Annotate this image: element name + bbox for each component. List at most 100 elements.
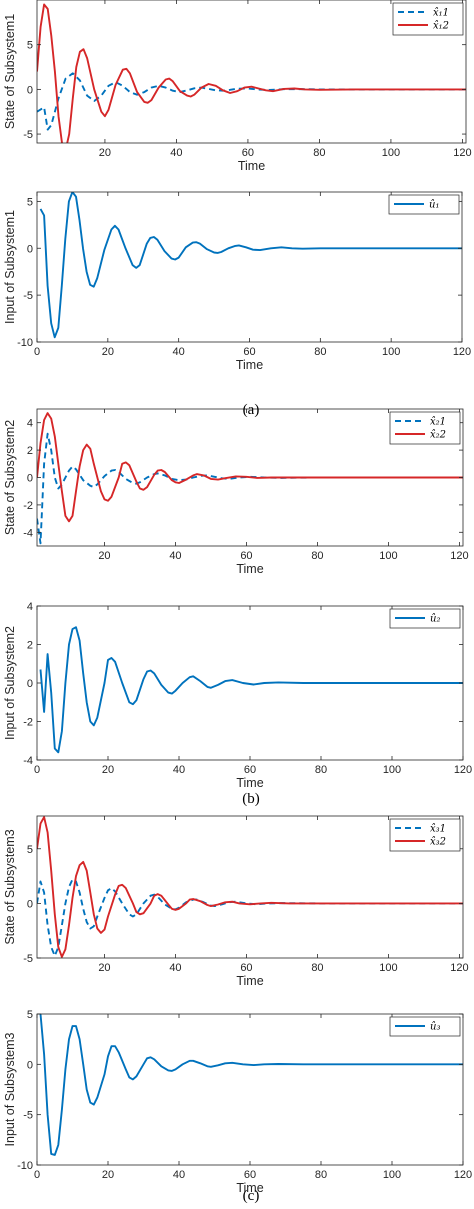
x-axis-label: Time (238, 159, 265, 173)
chart-panel-4: 0 20 40 60 80 100 120 -4 -2 0 2 4 Time Input of Subsy… (3, 601, 472, 790)
series-line-2 (37, 816, 463, 958)
x-tick-label: 20 (98, 550, 110, 562)
x-tick-label: 40 (173, 1169, 185, 1181)
x-tick-label: 0 (34, 1169, 40, 1181)
x-tick-label: 80 (315, 764, 327, 776)
y-tick-label: 5 (27, 40, 33, 52)
chart-panel-1: 20 40 60 80 100 120 -5 0 5 Time State of Subsystem… (3, 0, 472, 173)
legend-label: x̂₂1 (430, 417, 446, 428)
legend-label: x̂₃2 (430, 837, 446, 848)
x-tick-label: 20 (102, 764, 114, 776)
y-axis-label: State of Subsystem2 (3, 420, 17, 535)
x-tick-label: 60 (244, 1169, 256, 1181)
chart-panel-2: 0 20 40 60 80 100 120 -10 -5 0 5 Time Input of Subsy… (3, 191, 471, 372)
legend: û₁ (388, 194, 460, 215)
legend-box (389, 818, 461, 852)
legend-box (392, 2, 464, 36)
y-axis-label: State of Subsystem3 (3, 829, 17, 944)
legend: x̂₃1 x̂₃2 (389, 818, 461, 852)
x-tick-label: 0 (34, 346, 40, 358)
y-tick-label: -5 (23, 290, 33, 302)
legend-label: x̂₃1 (430, 824, 446, 835)
y-tick-label: 0 (27, 243, 33, 255)
y-axis-label: State of Subsystem1 (3, 14, 17, 129)
y-tick-label: 0 (27, 678, 33, 690)
y-tick-label: -10 (17, 337, 33, 349)
x-tick-label: 40 (173, 346, 185, 358)
y-tick-label: 5 (27, 844, 33, 856)
y-tick-label: 2 (27, 640, 33, 652)
y-tick-label: 2 (27, 445, 33, 457)
legend-label: û₂ (430, 614, 440, 625)
x-axis-label: Time (236, 776, 263, 790)
series-line-1 (37, 878, 463, 957)
y-tick-label: 0 (27, 473, 33, 485)
legend: û₂ (389, 608, 461, 629)
chart-panel-3: 20 40 60 80 100 120 -4 -2 0 2 4 Time State of Subsys… (3, 408, 469, 576)
x-tick-label: 120 (453, 346, 471, 358)
x-tick-label: 60 (243, 346, 255, 358)
legend-label: û₃ (430, 1022, 440, 1033)
y-tick-label: 5 (27, 196, 33, 208)
y-tick-label: -5 (23, 129, 33, 141)
x-tick-label: 20 (102, 1169, 114, 1181)
caption-b: (b) (242, 791, 260, 807)
axes-box (36, 0, 467, 144)
x-tick-label: 100 (379, 550, 397, 562)
legend: x̂₂1 x̂₂2 (389, 411, 461, 445)
x-axis-label: Time (236, 358, 263, 372)
y-axis-label: Input of Subsystem1 (3, 210, 17, 324)
x-tick-label: 40 (169, 962, 181, 974)
axes-box (36, 1013, 464, 1166)
y-tick-label: 0 (27, 1059, 33, 1071)
y-tick-label: -5 (23, 1110, 33, 1122)
y-tick-label: -4 (23, 527, 33, 539)
x-tick-label: 100 (383, 1169, 401, 1181)
legend-label: x̂₂2 (430, 430, 446, 441)
x-tick-label: 100 (382, 147, 400, 159)
legend-label: x̂₁1 (433, 8, 449, 19)
x-tick-label: 80 (311, 550, 323, 562)
legend: x̂₁1 x̂₁2 (392, 2, 464, 36)
x-axis-label: Time (236, 974, 263, 988)
x-tick-label: 100 (382, 346, 400, 358)
x-tick-label: 120 (450, 550, 468, 562)
legend-label: x̂₁2 (433, 21, 449, 32)
x-tick-label: 120 (450, 962, 468, 974)
x-tick-label: 0 (34, 764, 40, 776)
y-tick-label: -5 (23, 953, 33, 965)
y-axis-label: Input of Subsystem2 (3, 626, 17, 740)
x-axis-label: Time (236, 1181, 263, 1195)
y-tick-label: 4 (27, 601, 33, 613)
caption-c: (c) (243, 1188, 260, 1204)
x-tick-label: 100 (379, 962, 397, 974)
x-tick-label: 80 (313, 147, 325, 159)
series-line-1 (39, 192, 462, 339)
series-line-1 (37, 432, 463, 545)
caption-a: (a) (243, 402, 260, 418)
y-tick-label: 0 (27, 84, 33, 96)
series-line-2 (37, 412, 463, 523)
series-line-1 (39, 626, 463, 754)
x-tick-label: 60 (242, 147, 254, 159)
x-tick-label: 60 (240, 962, 252, 974)
x-tick-label: 80 (311, 962, 323, 974)
x-tick-label: 120 (454, 764, 472, 776)
x-tick-label: 40 (173, 764, 185, 776)
legend-box (389, 411, 461, 445)
y-tick-label: 5 (27, 1009, 33, 1021)
y-tick-label: -2 (23, 500, 33, 512)
chart-panel-5: 20 40 60 80 100 120 -5 0 5 Time State of Subsystem… (3, 815, 469, 988)
x-axis-label: Time (236, 562, 263, 576)
x-tick-label: 60 (240, 550, 252, 562)
x-tick-label: 80 (314, 346, 326, 358)
x-tick-label: 120 (453, 147, 471, 159)
legend-label: û₁ (429, 200, 439, 211)
y-tick-label: 4 (27, 418, 33, 430)
x-tick-label: 120 (454, 1169, 472, 1181)
x-tick-label: 80 (315, 1169, 327, 1181)
x-tick-label: 20 (99, 147, 111, 159)
chart-panel-6: 0 20 40 60 80 100 120 -10 -5 0 5 Time Input of Subsy… (3, 1009, 472, 1195)
legend: û₃ (389, 1016, 461, 1037)
